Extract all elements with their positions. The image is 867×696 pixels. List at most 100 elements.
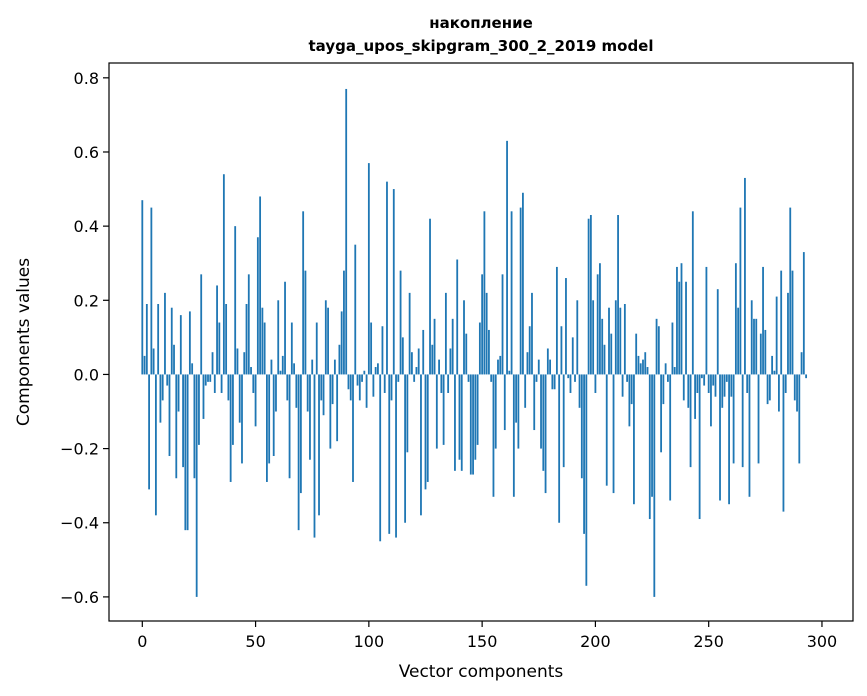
bar-component-33: [216, 285, 218, 375]
bar-component-215: [628, 374, 631, 427]
bar-component-281: [778, 374, 780, 412]
bar-component-157: [497, 359, 499, 375]
bar-component-249: [705, 266, 708, 375]
bar-component-12: [168, 374, 171, 457]
bar-component-146: [472, 374, 474, 475]
bar-component-112: [395, 374, 397, 538]
bar-component-236: [676, 266, 678, 375]
bar-component-42: [236, 348, 239, 375]
y-axis-ticks: −0.6 −0.4 −0.2 0.0 0.2 0.4 0.6 0.8: [60, 69, 109, 607]
bar-component-104: [377, 363, 379, 375]
bar-component-148: [476, 374, 479, 445]
y-tick-label: −0.4: [60, 514, 99, 533]
bar-component-231: [664, 363, 667, 375]
bar-component-140: [458, 374, 461, 460]
bar-component-48: [250, 367, 252, 375]
bar-component-156: [494, 374, 497, 449]
bar-component-266: [744, 177, 746, 375]
bar-component-194: [580, 374, 583, 479]
bar-component-115: [401, 337, 404, 375]
bar-component-37: [225, 304, 228, 375]
bar-component-203: [601, 318, 604, 375]
bar-component-240: [685, 281, 687, 375]
bar-component-268: [748, 374, 751, 497]
bar-component-60: [277, 300, 280, 375]
bar-component-29: [207, 374, 209, 382]
bar-component-187: [565, 278, 567, 375]
bar-component-103: [374, 367, 377, 375]
bar-component-3: [148, 374, 150, 490]
x-tick-label: 200: [580, 632, 611, 651]
bar-component-9: [161, 374, 164, 401]
bar-component-170: [526, 352, 529, 375]
bar-component-192: [576, 300, 579, 375]
bar-component-259: [728, 374, 730, 505]
bar-component-56: [268, 374, 271, 464]
bar-component-168: [522, 192, 524, 375]
bar-component-204: [603, 344, 606, 375]
bar-component-72: [304, 270, 307, 375]
bar-component-251: [710, 374, 712, 427]
bar-component-220: [639, 363, 642, 375]
bar-component-227: [655, 318, 658, 375]
bar-component-241: [687, 374, 690, 408]
bar-component-248: [703, 374, 706, 386]
bar-component-62: [281, 355, 284, 375]
bar-component-114: [399, 270, 402, 375]
bar-component-30: [209, 374, 212, 382]
bar-component-40: [232, 374, 234, 445]
bar-component-94: [354, 244, 357, 375]
bar-component-85: [333, 359, 336, 375]
bar-component-142: [463, 300, 465, 375]
bar-component-117: [406, 374, 409, 453]
bar-component-270: [753, 318, 755, 375]
bar-component-188: [567, 374, 570, 379]
bar-component-52: [259, 196, 262, 375]
bar-component-154: [490, 374, 493, 382]
bar-component-116: [404, 374, 407, 523]
bar-component-276: [766, 374, 769, 405]
bar-component-273: [759, 333, 762, 375]
bar-component-277: [768, 374, 771, 401]
bar-component-63: [284, 281, 286, 375]
bar-component-214: [626, 374, 629, 382]
bar-component-191: [574, 374, 576, 382]
bar-component-207: [610, 333, 613, 375]
bar-component-76: [313, 374, 316, 538]
bar-component-202: [599, 263, 601, 375]
bar-component-121: [415, 367, 418, 375]
bar-component-175: [537, 359, 540, 375]
bar-component-139: [456, 259, 459, 375]
bar-component-237: [678, 281, 681, 375]
bar-component-198: [589, 215, 592, 375]
bar-component-20: [186, 374, 189, 531]
bar-component-129: [433, 318, 436, 375]
bar-component-275: [764, 329, 767, 375]
bar-component-43: [238, 374, 241, 423]
bar-component-126: [426, 374, 429, 482]
bar-component-102: [372, 374, 375, 397]
bar-component-49: [252, 374, 255, 393]
x-axis-ticks: 0 50 100 150 200 250 300: [137, 621, 837, 651]
bar-component-238: [680, 263, 683, 375]
bar-component-150: [481, 274, 484, 375]
bar-component-27: [202, 374, 205, 419]
bar-component-230: [662, 374, 665, 405]
bar-component-67: [293, 363, 295, 375]
bar-component-8: [159, 374, 162, 423]
bar-component-2: [145, 304, 148, 375]
bar-component-257: [723, 374, 726, 397]
bar-component-171: [528, 326, 531, 375]
bar-component-247: [700, 374, 703, 379]
bar-component-131: [438, 359, 440, 375]
bar-component-176: [540, 374, 542, 449]
bar-component-213: [623, 304, 626, 375]
bar-component-133: [442, 374, 445, 445]
bar-component-79: [320, 374, 323, 401]
chart-title: накопление: [429, 14, 533, 32]
bar-component-196: [585, 374, 588, 586]
bar-component-31: [211, 352, 214, 375]
bar-component-17: [179, 315, 182, 375]
bar-component-244: [694, 374, 696, 419]
